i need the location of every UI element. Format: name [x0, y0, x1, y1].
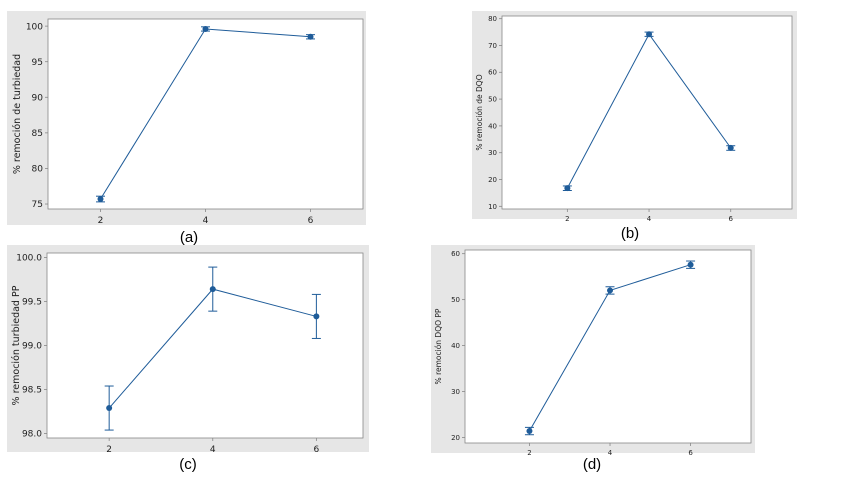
x-tick-label-b-1: 4: [647, 215, 652, 223]
plot-area-b: [501, 15, 793, 210]
y-axis-label-b: % remoción de DQO: [475, 74, 484, 150]
plot-area-c: [46, 252, 364, 439]
y-tick-label-c-4: 100.0: [16, 254, 42, 264]
y-tick-label-d-1: 30: [451, 388, 460, 396]
data-point-d-2: [687, 261, 694, 268]
plot-area-a: [47, 18, 364, 210]
data-point-c-1: [209, 286, 216, 293]
y-tick-label-b-1: 20: [488, 176, 497, 184]
data-point-b-0: [564, 185, 571, 192]
y-tick-label-d-0: 20: [451, 434, 460, 442]
chart-panel-c: 98.0 98.5 99.0 99.5 100.0 2 4 6 % remoción turbi…: [7, 245, 369, 455]
y-tick-label-a-0: 75: [32, 200, 43, 210]
data-point-a-2: [307, 33, 314, 40]
y-tick-label-a-3: 90: [32, 93, 44, 103]
chart-a-svg: 75 80 85 90 95 100 2 4 6 % remoción de turbiedad: [12, 18, 364, 226]
y-tick-label-c-1: 98.5: [22, 386, 42, 396]
y-tick-label-b-5: 60: [488, 69, 497, 77]
data-point-c-0: [106, 405, 113, 412]
plot-area-d: [464, 249, 752, 444]
y-tick-label-b-7: 80: [488, 15, 497, 23]
y-tick-label-b-2: 30: [488, 149, 497, 157]
x-tick-label-d-1: 4: [608, 449, 613, 457]
data-point-d-1: [607, 287, 614, 294]
x-tick-label-c-1: 4: [210, 445, 216, 455]
y-tick-label-b-4: 50: [488, 96, 497, 104]
data-point-d-0: [526, 428, 533, 435]
chart-caption-c: (c): [179, 456, 197, 473]
chart-caption-b: (b): [620, 225, 640, 242]
y-tick-label-b-3: 40: [488, 122, 497, 130]
chart-caption-d: (d): [582, 456, 602, 473]
data-point-c-2: [313, 313, 320, 320]
chart-c-svg: 98.0 98.5 99.0 99.5 100.0 2 4 6 % remoción turbi…: [11, 252, 364, 455]
x-tick-label-a-0: 2: [98, 216, 104, 226]
x-tick-label-d-2: 6: [688, 449, 693, 457]
x-tick-label-d-0: 2: [527, 449, 531, 457]
y-tick-label-a-5: 100: [26, 22, 43, 32]
chart-d-svg: 20 30 40 50 60 2 4 6 % remoción DQO PP: [434, 249, 752, 457]
x-tick-label-b-2: 6: [728, 215, 733, 223]
y-tick-label-c-0: 98.0: [22, 430, 42, 440]
x-tick-label-b-0: 2: [565, 215, 569, 223]
y-tick-label-a-2: 85: [32, 129, 43, 139]
y-tick-label-d-2: 40: [451, 342, 460, 350]
x-tick-label-a-1: 4: [203, 216, 209, 226]
chart-b-svg: 10 20 30 40 50 60 70 80 2 4 6 % remoción de DQO: [475, 15, 793, 223]
y-tick-label-a-1: 80: [32, 165, 44, 175]
data-point-b-1: [646, 31, 653, 38]
chart-caption-a: (a): [179, 229, 199, 246]
chart-panel-a: 75 80 85 90 95 100 2 4 6 % remoción de turbiedad: [7, 11, 366, 226]
x-tick-label-a-2: 6: [308, 216, 314, 226]
data-point-a-1: [202, 25, 209, 32]
chart-panel-d: 20 30 40 50 60 2 4 6 % remoción DQO PP: [431, 245, 755, 457]
y-tick-label-b-6: 70: [488, 42, 497, 50]
data-point-a-0: [97, 196, 104, 203]
y-tick-label-d-4: 60: [451, 250, 460, 258]
chart-panel-b: 10 20 30 40 50 60 70 80 2 4 6 % remoción de DQO: [472, 11, 797, 223]
y-axis-label-c: % remoción turbiedad PP: [11, 285, 22, 405]
y-axis-label-d: % remoción DQO PP: [434, 308, 443, 384]
y-axis-label-a: % remoción de turbiedad: [12, 54, 23, 174]
x-tick-label-c-0: 2: [106, 445, 112, 455]
y-tick-label-d-3: 50: [451, 296, 460, 304]
y-tick-label-a-4: 95: [32, 58, 43, 68]
y-tick-label-b-0: 10: [488, 203, 497, 211]
x-tick-label-c-2: 6: [314, 445, 320, 455]
y-tick-label-c-3: 99.5: [22, 298, 42, 308]
data-point-b-2: [727, 144, 734, 151]
y-tick-label-c-2: 99.0: [22, 342, 42, 352]
